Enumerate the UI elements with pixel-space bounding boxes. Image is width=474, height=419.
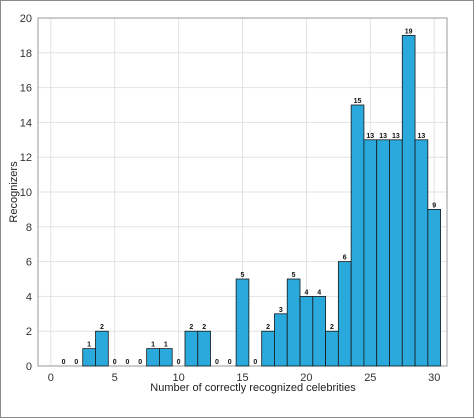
x-axis-title: Number of correctly recognized celebriti…	[150, 382, 356, 394]
bar	[312, 295, 326, 367]
y-tick-label: 4	[26, 291, 32, 303]
bars	[82, 35, 442, 367]
bar	[350, 104, 365, 367]
bar-value-label: 15	[354, 98, 362, 105]
x-tick-label: 25	[364, 372, 376, 384]
y-tick-label: 20	[20, 13, 32, 25]
bar-value-label: 13	[418, 133, 426, 140]
y-tick-label: 10	[20, 187, 32, 199]
x-tick-label: 15	[236, 372, 248, 384]
x-axis-ticks: 0 5 10 15 20 25 30	[48, 372, 441, 384]
bar-value-label: 4	[317, 289, 321, 296]
bar-value-label: 4	[304, 289, 308, 296]
bar	[376, 139, 390, 367]
bar-value-label: 1	[164, 342, 168, 349]
x-tick-label: 20	[300, 372, 312, 384]
y-tick-label: 16	[20, 83, 32, 95]
bar-value-label: 0	[228, 359, 232, 366]
bar-value-label: 0	[62, 359, 66, 366]
bar-value-label: 2	[202, 324, 206, 331]
data-labels: 0 0 1 2 0 0 0 1 1 0 2 2 0 0 5 0 2 3 5 4 4 2 6 15 13 13 13 19 13 9	[62, 28, 437, 366]
bar-value-label: 0	[253, 359, 257, 366]
x-tick-label: 5	[112, 372, 118, 384]
bar	[325, 330, 339, 367]
bar-value-label: 2	[100, 324, 104, 331]
bar	[363, 139, 378, 367]
bar-value-label: 3	[279, 307, 283, 314]
bar	[184, 330, 199, 367]
bar-value-label: 13	[366, 133, 374, 140]
y-tick-label: 0	[26, 361, 32, 373]
bar	[389, 139, 403, 367]
bar-value-label: 0	[215, 359, 219, 366]
bar-value-label: 0	[177, 359, 181, 366]
bar	[197, 330, 211, 367]
bar	[337, 261, 352, 367]
y-tick-label: 8	[26, 222, 32, 234]
bar-value-label: 1	[87, 342, 91, 349]
bar-value-label: 0	[74, 359, 78, 366]
bar-value-label: 2	[189, 324, 193, 331]
bar-value-label: 13	[392, 133, 400, 140]
y-tick-label: 14	[20, 117, 32, 129]
bar-value-label: 5	[292, 272, 296, 279]
y-axis-ticks: 0 2 4 6 8 10 12 14 16 18 20	[20, 13, 32, 373]
bar-value-label: 5	[241, 272, 245, 279]
x-tick-label: 10	[172, 372, 184, 384]
bar-value-label: 2	[266, 324, 270, 331]
bar	[261, 330, 275, 367]
bar	[82, 348, 96, 367]
bar-value-label: 9	[432, 202, 436, 209]
bar	[146, 348, 160, 367]
bar-value-label: 2	[330, 324, 334, 331]
bar	[286, 278, 301, 367]
bar	[235, 278, 250, 367]
x-tick-label: 0	[48, 372, 54, 384]
y-tick-label: 18	[20, 48, 32, 60]
bar	[401, 35, 416, 367]
y-tick-label: 12	[20, 152, 32, 164]
bar	[95, 330, 109, 367]
bar-value-label: 0	[126, 359, 130, 366]
y-tick-label: 6	[26, 257, 32, 269]
bar-value-label: 1	[151, 342, 155, 349]
y-axis-title: Recognizers	[8, 161, 20, 223]
bar	[159, 348, 173, 367]
bar-value-label: 0	[113, 359, 117, 366]
x-tick-label: 30	[428, 372, 440, 384]
bar-value-label: 13	[379, 133, 387, 140]
bar-value-label: 19	[405, 28, 413, 35]
bar-value-label: 0	[138, 359, 142, 366]
y-tick-label: 2	[26, 326, 32, 338]
bar	[274, 313, 288, 367]
bar	[427, 208, 442, 367]
bar	[299, 295, 314, 367]
bar-value-label: 6	[343, 255, 347, 262]
bar	[414, 139, 429, 367]
